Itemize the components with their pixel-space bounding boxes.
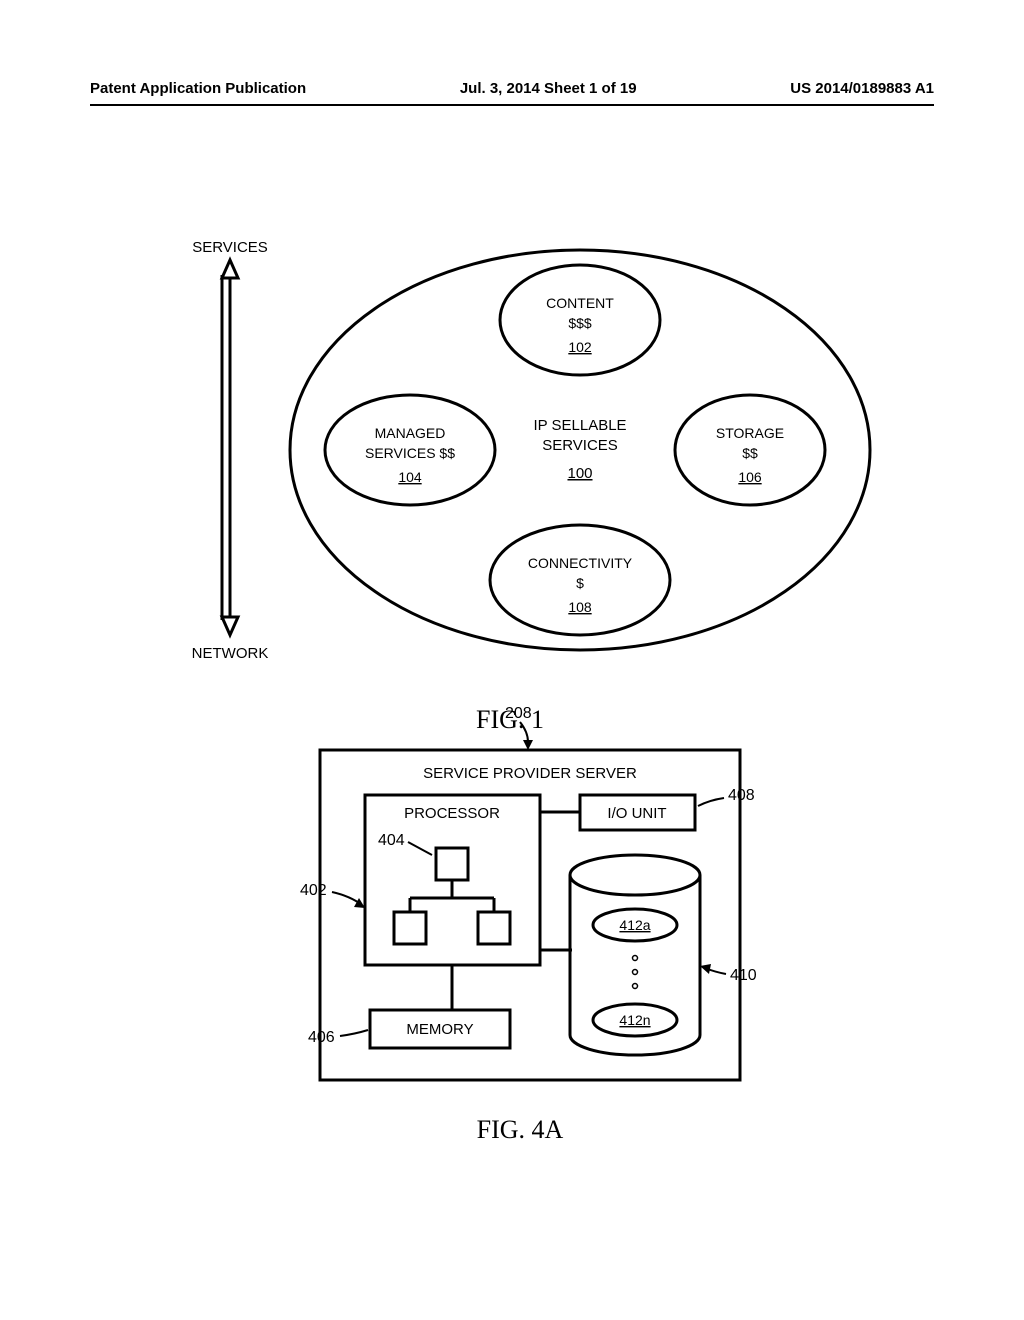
figure-4a-svg: 208 SERVICE PROVIDER SERVER PROCESSOR 40… (260, 700, 780, 1100)
header-center: Jul. 3, 2014 Sheet 1 of 19 (460, 80, 637, 97)
ref-410: 410 (730, 967, 757, 984)
center-label-1: IP SELLABLE (533, 417, 626, 434)
db-item-bottom-ref: 412n (619, 1012, 650, 1028)
node-top-line1: CONTENT (546, 295, 614, 311)
ref-408: 408 (728, 787, 755, 804)
page: Patent Application Publication Jul. 3, 2… (0, 0, 1024, 1320)
node-left-line1: MANAGED (375, 425, 446, 441)
node-bottom-ref: 108 (568, 599, 592, 615)
ref-208: 208 (505, 705, 532, 722)
figure-4a: 208 SERVICE PROVIDER SERVER PROCESSOR 40… (260, 700, 780, 1140)
header-rule (90, 104, 934, 106)
node-right-line1: STORAGE (716, 425, 784, 441)
node-right-ref: 106 (738, 469, 762, 485)
memory-label: MEMORY (406, 1021, 473, 1038)
leader-208-line (520, 722, 528, 742)
figure-1: SERVICES NETWORK IP SELLABLE SERVICES 10… (130, 160, 890, 700)
header-left: Patent Application Publication (90, 80, 306, 97)
node-bottom-line1: CONNECTIVITY (528, 555, 633, 571)
leader-408 (698, 798, 724, 806)
leader-404 (408, 842, 432, 855)
node-right-line2: $$ (742, 445, 758, 461)
axis-arrow (222, 260, 238, 635)
ref-406: 406 (308, 1029, 335, 1046)
node-top-line2: $$$ (568, 315, 592, 331)
processor-tree (394, 848, 510, 944)
center-label-2: SERVICES (542, 437, 618, 454)
leader-410-arrow (700, 964, 711, 974)
processor-label: PROCESSOR (404, 805, 500, 822)
node-top-ref: 102 (568, 339, 592, 355)
leader-406 (340, 1030, 368, 1036)
ref-404: 404 (378, 832, 405, 849)
figure-4a-label: FIG. 4A (260, 1115, 780, 1145)
db-dots (633, 984, 638, 989)
ref-402: 402 (300, 882, 327, 899)
page-header: Patent Application Publication Jul. 3, 2… (90, 80, 934, 97)
node-left-line2: SERVICES $$ (365, 445, 455, 461)
server-box (320, 750, 740, 1080)
db-dots (633, 970, 638, 975)
node-bottom-line2: $ (576, 575, 584, 591)
server-title: SERVICE PROVIDER SERVER (423, 765, 637, 782)
db-item-top-ref: 412a (619, 917, 650, 933)
axis-top-label: SERVICES (192, 239, 268, 256)
header-right: US 2014/0189883 A1 (790, 80, 934, 97)
center-ref: 100 (567, 465, 592, 482)
figure-1-svg: SERVICES NETWORK IP SELLABLE SERVICES 10… (130, 160, 890, 700)
db-dots (633, 956, 638, 961)
node-left-ref: 104 (398, 469, 422, 485)
io-label: I/O UNIT (607, 805, 666, 822)
axis-bottom-label: NETWORK (192, 645, 269, 662)
leader-402-arrow (354, 898, 365, 908)
